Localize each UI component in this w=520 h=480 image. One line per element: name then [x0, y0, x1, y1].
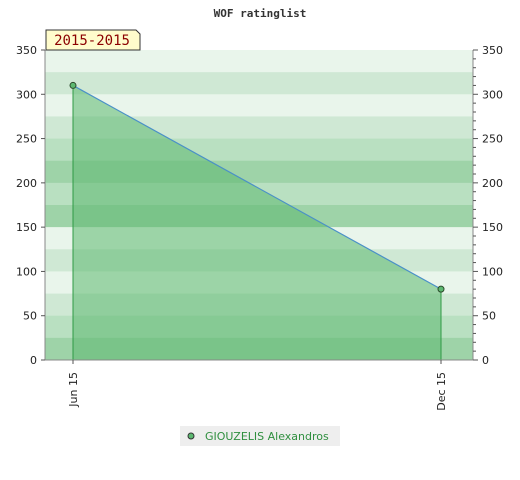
y-right-tick-label: 300	[482, 88, 503, 101]
x-tick-label: Jun 15	[67, 372, 80, 408]
series-area	[73, 85, 441, 360]
y-right-tick-label: 200	[482, 177, 503, 190]
axes-layer	[44, 50, 474, 361]
legend-marker-icon	[187, 432, 195, 440]
legend[interactable]: GIOUZELIS Alexandros	[180, 426, 340, 446]
area-layer	[72, 84, 442, 360]
x-axis-ticks: Jun 15 Dec 15	[67, 360, 448, 411]
y-tick-label: 300	[16, 88, 37, 101]
y-tick-label: 350	[16, 44, 37, 57]
y-tick-label: 0	[30, 354, 37, 367]
data-point	[69, 81, 77, 89]
y-tick-label: 50	[23, 310, 37, 323]
data-markers	[69, 81, 445, 293]
background-band	[45, 50, 473, 73]
legend-label[interactable]: GIOUZELIS Alexandros	[205, 430, 329, 443]
y-axis-right-ticks: 0 50 100 150 200 250 300 350	[473, 44, 503, 367]
y-tick-label: 150	[16, 221, 37, 234]
y-right-tick-label: 100	[482, 265, 503, 278]
series-line	[72, 84, 442, 290]
legend-background	[180, 426, 340, 446]
y-right-tick-label: 350	[482, 44, 503, 57]
y-axis-left-ticks: 0 50 100 150 200 250 300 350	[16, 44, 45, 367]
y-right-tick-label: 50	[482, 310, 496, 323]
x-tick-label: Dec 15	[435, 372, 448, 411]
y-right-tick-label: 0	[482, 354, 489, 367]
y-tick-label: 100	[16, 265, 37, 278]
chart-title: WOF ratinglist	[214, 7, 307, 20]
y-right-tick-label: 250	[482, 133, 503, 146]
y-tick-label: 200	[16, 177, 37, 190]
background-band	[45, 94, 473, 117]
background-band	[45, 72, 473, 95]
data-point	[437, 285, 445, 293]
period-badge: 2015-2015	[45, 29, 141, 51]
period-badge-box	[45, 29, 141, 51]
y-right-tick-label: 150	[482, 221, 503, 234]
y-tick-label: 250	[16, 133, 37, 146]
period-badge-text: 2015-2015	[54, 33, 130, 49]
